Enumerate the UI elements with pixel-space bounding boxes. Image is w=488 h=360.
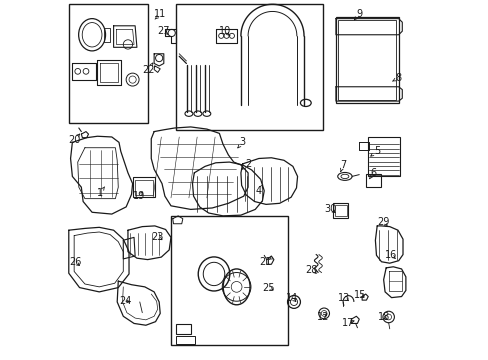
Text: 24: 24 [119,296,131,306]
Text: 29: 29 [377,217,389,227]
Bar [338,20,395,100]
Text: 7: 7 [339,160,346,170]
Bar [366,174,380,187]
Bar [171,216,287,345]
Text: 13: 13 [337,293,349,303]
Text: 11: 11 [154,9,166,19]
Text: 25: 25 [262,283,274,293]
Text: 22: 22 [142,64,155,75]
Text: 1: 1 [97,188,103,198]
Text: 3: 3 [239,138,245,147]
Bar [69,4,148,123]
Bar [333,203,348,218]
Text: 18: 18 [377,312,389,322]
Text: 9: 9 [355,9,362,19]
Bar [335,17,398,103]
Text: 17: 17 [342,318,354,328]
Text: 28: 28 [305,265,318,275]
Bar [367,137,400,176]
Text: 10: 10 [218,26,230,36]
Bar [175,324,190,334]
Bar [334,205,346,216]
Text: 23: 23 [151,232,163,242]
Text: 19: 19 [132,191,144,201]
Bar [176,4,323,130]
Text: 4: 4 [255,186,262,196]
Text: 5: 5 [373,146,380,156]
Text: 26: 26 [69,257,81,267]
Text: 6: 6 [370,168,376,178]
Text: 2: 2 [244,159,251,169]
Text: 30: 30 [324,204,336,215]
Text: 21: 21 [259,257,271,267]
Text: 16: 16 [385,250,397,260]
Text: 20: 20 [68,135,80,145]
Text: 8: 8 [395,73,401,83]
Text: 27: 27 [157,26,170,36]
Bar [133,177,155,197]
Bar [135,180,152,195]
Text: 12: 12 [316,312,328,322]
Text: 14: 14 [285,293,298,303]
Bar [175,336,195,344]
Text: 15: 15 [353,290,366,300]
